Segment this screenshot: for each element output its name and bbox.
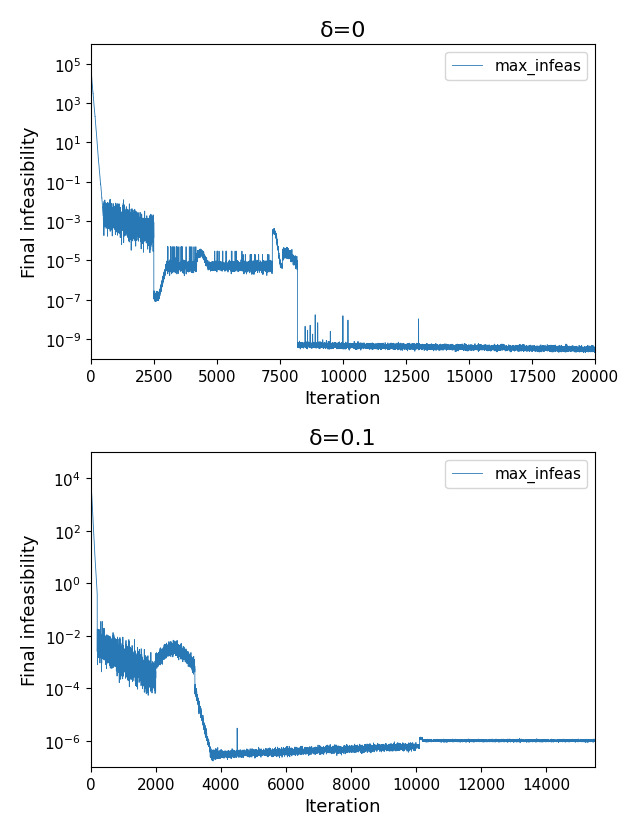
Y-axis label: Final infeasibility: Final infeasibility (21, 126, 39, 278)
max_infeas (358, 341, 365, 351)
max_infeas (591, 736, 599, 746)
Line: max_infeas: max_infeas (91, 479, 595, 761)
Legend: max_infeas: max_infeas (445, 53, 588, 81)
max_infeas (499, 344, 506, 354)
Line: max_infeas: max_infeas (91, 67, 595, 354)
Legend: max_infeas: max_infeas (445, 461, 588, 489)
max_infeas (352, 344, 360, 354)
max_infeas (145, 224, 153, 234)
X-axis label: Iteration: Iteration (305, 390, 381, 408)
max_infeas (87, 474, 95, 484)
max_infeas (499, 736, 506, 746)
max_infeas (554, 344, 562, 354)
max_infeas (415, 741, 422, 751)
max_infeas (95, 637, 102, 647)
max_infeas (582, 349, 589, 359)
max_infeas (227, 753, 235, 763)
max_infeas (591, 345, 599, 355)
Y-axis label: Final infeasibility: Final infeasibility (21, 534, 39, 686)
Title: δ=0: δ=0 (319, 21, 366, 41)
max_infeas (292, 746, 300, 756)
max_infeas (209, 756, 217, 766)
max_infeas (386, 744, 394, 754)
X-axis label: Iteration: Iteration (305, 798, 381, 815)
max_infeas (448, 344, 456, 354)
max_infeas (87, 62, 95, 72)
Title: δ=0.1: δ=0.1 (309, 428, 377, 448)
